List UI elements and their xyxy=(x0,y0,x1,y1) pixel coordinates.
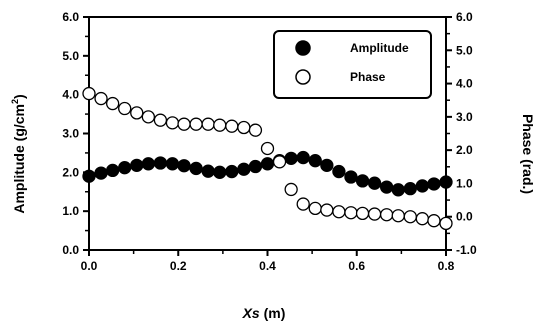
phase-point xyxy=(272,155,287,169)
amplitude-point xyxy=(165,157,180,171)
x-tick-label: 0.0 xyxy=(81,259,98,273)
y-right-tick-label: 4.0 xyxy=(456,77,473,91)
y-right-tick-label: 1.0 xyxy=(456,176,473,190)
legend-label-phase: Phase xyxy=(350,70,386,84)
phase-point xyxy=(439,216,453,231)
x-tick-label: 0.8 xyxy=(438,259,455,273)
amplitude-point xyxy=(189,161,203,176)
amplitude-point xyxy=(367,176,382,190)
amplitude-point xyxy=(141,157,156,171)
phase-point xyxy=(308,201,322,216)
y-right-tick-label: 2.0 xyxy=(456,143,473,157)
phase-point xyxy=(118,101,132,116)
y-right-tick-label: 5.0 xyxy=(456,43,473,57)
phase-point xyxy=(427,214,441,228)
amplitude-point xyxy=(94,166,108,180)
legend-marker-amplitude xyxy=(295,40,311,56)
y-left-axis-title: Amplitude (g/cm2) xyxy=(10,94,27,213)
x-tick-label: 0.2 xyxy=(170,259,187,273)
amplitude-point xyxy=(403,181,417,196)
legend: Amplitude Phase xyxy=(273,30,432,99)
x-axis-title: Xs (m) xyxy=(242,305,286,321)
phase-point xyxy=(415,212,429,226)
phase-point xyxy=(367,207,382,221)
y-right-axis-title: Phase (rad.) xyxy=(520,114,534,194)
phase-point xyxy=(94,91,108,106)
y-left-tick-label: 1.0 xyxy=(62,204,79,218)
y-left-tick-label: 6.0 xyxy=(62,10,79,24)
phase-point xyxy=(153,113,168,127)
x-tick-label: 0.6 xyxy=(348,259,365,273)
amplitude-point xyxy=(355,174,370,188)
phase-point xyxy=(391,209,405,223)
phase-point xyxy=(237,120,251,135)
phase-point xyxy=(355,206,370,221)
amplitude-point xyxy=(344,170,358,184)
amplitude-point xyxy=(308,154,322,168)
y-left-tick-label: 4.0 xyxy=(62,88,79,102)
amplitude-point xyxy=(427,177,441,191)
phase-point xyxy=(284,182,298,197)
amplitude-point xyxy=(237,162,251,176)
ticks: 0.0 0.2 0.4 0.6 0.8 0.0 1.0 2.0 3.0 4.0 5.0 6.0 -1.0… xyxy=(62,10,477,273)
phase-point xyxy=(248,123,263,137)
amplitude-point xyxy=(391,183,405,197)
amplitude-point xyxy=(153,156,168,170)
y-right-tick-label: -1.0 xyxy=(456,243,477,257)
amplitude-point xyxy=(296,150,310,165)
phase-point xyxy=(344,206,358,220)
y-left-tick-label: 2.0 xyxy=(62,165,79,179)
amplitude-point xyxy=(225,164,239,179)
phase-point xyxy=(141,110,156,124)
amplitude-point xyxy=(130,158,144,172)
phase-point xyxy=(189,117,203,131)
amplitude-point xyxy=(415,179,429,193)
phase-point xyxy=(260,141,275,156)
phase-point xyxy=(320,203,334,217)
y-left-tick-label: 5.0 xyxy=(62,49,79,63)
y-right-tick-label: 0.0 xyxy=(456,210,473,224)
y-right-tick-label: 3.0 xyxy=(456,110,473,124)
amplitude-point xyxy=(82,169,96,183)
x-tick-label: 0.4 xyxy=(259,259,276,273)
legend-marker-phase xyxy=(295,69,311,85)
amplitude-point xyxy=(106,163,120,178)
legend-box xyxy=(273,30,432,99)
phase-point xyxy=(213,118,227,132)
amplitude-point xyxy=(177,159,191,173)
phase-point xyxy=(201,117,215,131)
amplitude-point xyxy=(284,151,298,166)
phase-point xyxy=(296,197,310,211)
amplitude-point xyxy=(379,180,394,194)
y-left-tick-label: 0.0 xyxy=(62,243,79,257)
legend-label-amplitude: Amplitude xyxy=(350,41,409,55)
data-marks xyxy=(82,86,453,231)
amplitude-point xyxy=(118,161,132,175)
phase-point xyxy=(332,205,346,219)
phase-point xyxy=(177,117,191,131)
amplitude-point xyxy=(248,159,263,174)
amplitude-point xyxy=(213,165,227,179)
phase-point xyxy=(82,86,96,101)
phase-point xyxy=(106,96,120,111)
phase-point xyxy=(403,210,417,224)
phase-point xyxy=(225,119,239,133)
amplitude-point xyxy=(201,164,215,178)
amplitude-point xyxy=(260,157,275,171)
y-right-tick-label: 6.0 xyxy=(456,10,473,24)
amplitude-point xyxy=(320,158,334,172)
y-left-tick-label: 3.0 xyxy=(62,127,79,141)
amplitude-point xyxy=(332,164,346,179)
phase-point xyxy=(130,106,144,120)
phase-point xyxy=(379,208,394,222)
phase-point xyxy=(165,116,180,130)
amplitude-point xyxy=(439,175,453,189)
